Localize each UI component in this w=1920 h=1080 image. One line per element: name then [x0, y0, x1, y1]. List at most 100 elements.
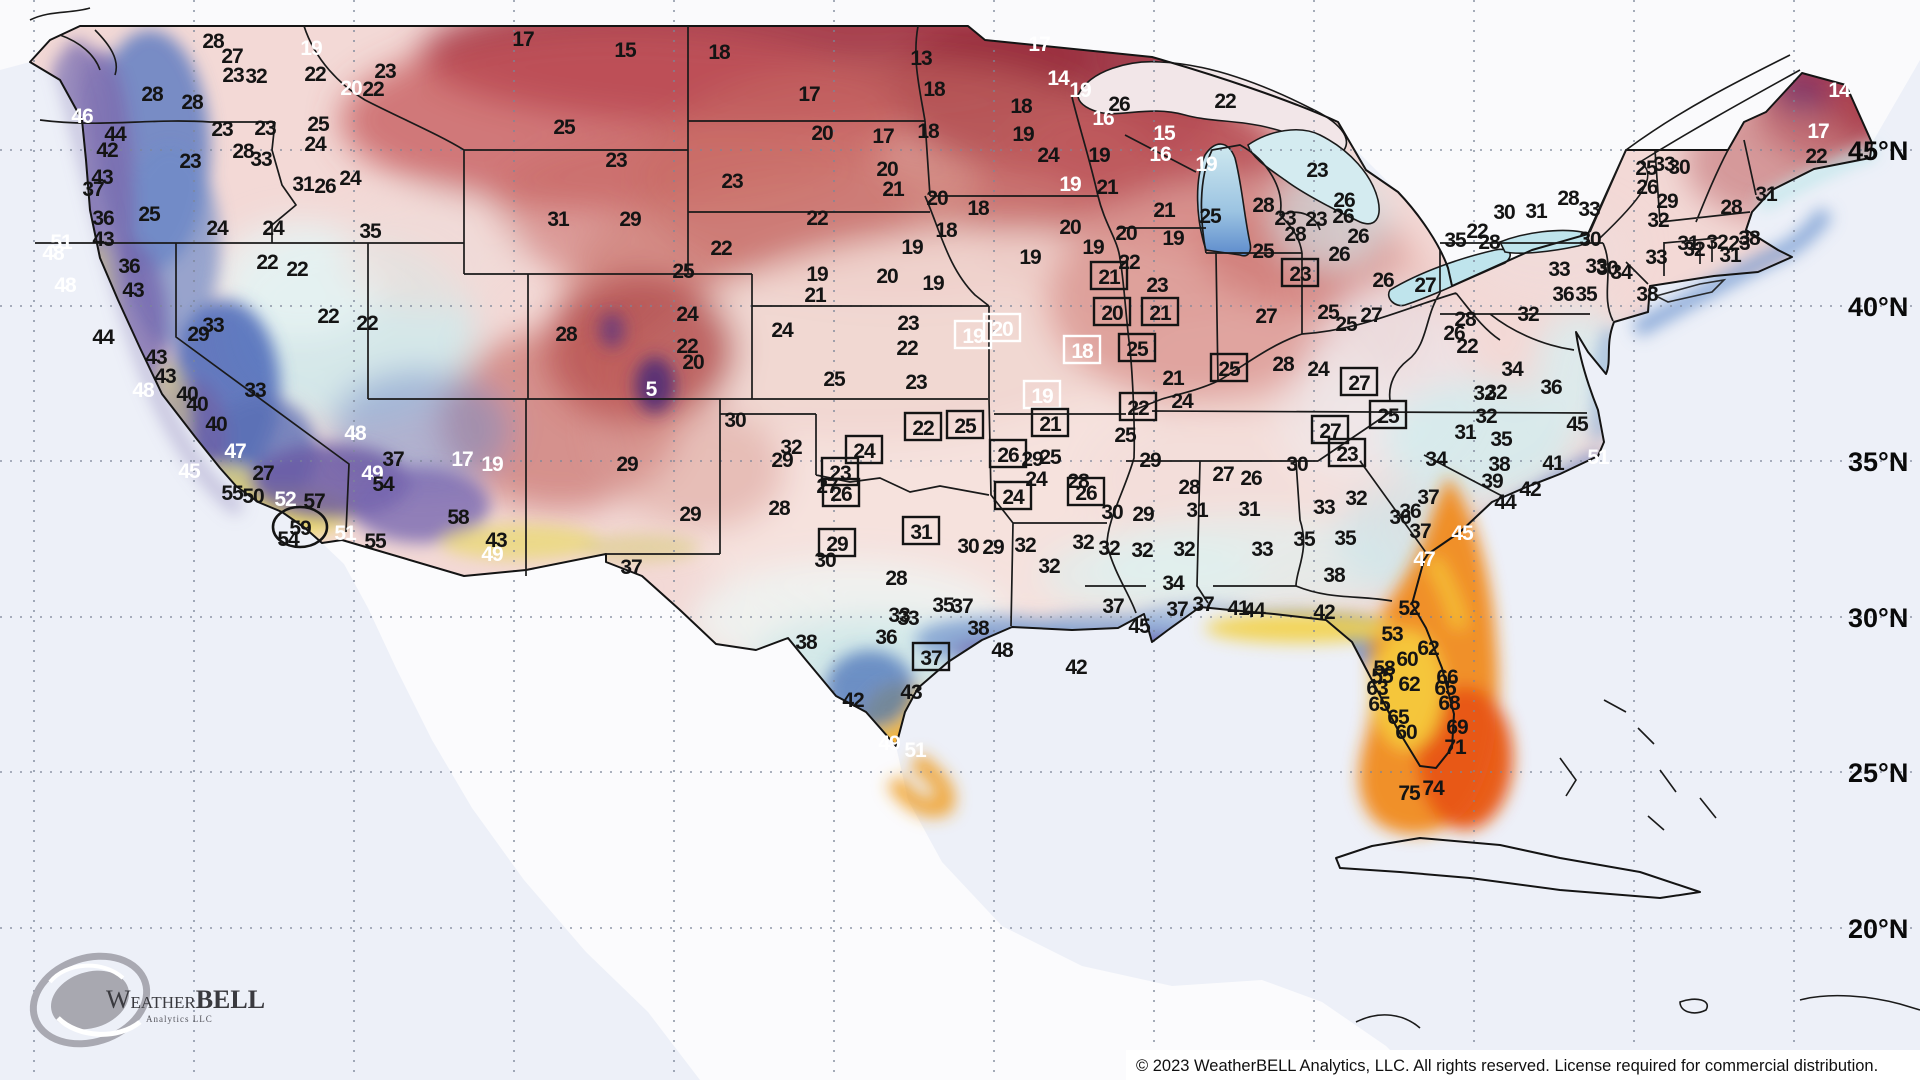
station-value: 24: [304, 133, 327, 156]
station-value: 26: [314, 175, 336, 198]
station-value: 37: [1166, 598, 1188, 621]
station-value: 26: [1636, 176, 1658, 199]
station-value: 31: [1677, 232, 1700, 255]
station-value: 20: [1101, 302, 1123, 325]
station-value: 37: [82, 178, 104, 201]
station-value: 14: [1047, 67, 1070, 90]
station-value: 31: [1238, 498, 1261, 521]
station-value: 38: [967, 617, 990, 640]
station-value: 31: [1186, 499, 1209, 522]
station-value: 18: [708, 41, 731, 64]
station-value: 33: [1251, 538, 1273, 561]
station-value: 32: [1014, 534, 1036, 557]
station-value: 49: [481, 543, 503, 566]
station-value: 34: [1501, 358, 1524, 381]
station-value: 19: [1088, 144, 1110, 167]
station-value: 48: [42, 242, 65, 265]
station-value: 45: [1566, 413, 1589, 436]
station-value: 28: [181, 91, 204, 114]
lake-huron: [1247, 129, 1380, 225]
station-value: 31: [1755, 183, 1778, 206]
station-value: 17: [872, 125, 894, 148]
station-value: 26: [1332, 205, 1354, 228]
station-value: 22: [1118, 251, 1140, 274]
station-value: 25: [1218, 358, 1241, 381]
station-value: 28: [768, 497, 791, 520]
station-value: 17: [798, 83, 820, 106]
station-value-box: [1339, 366, 1379, 397]
station-value: 19: [481, 453, 503, 476]
station-value: 22: [676, 335, 698, 358]
bahamas-islands: [1559, 699, 1717, 831]
station-value: 44: [104, 123, 127, 146]
station-value: 24: [853, 440, 876, 463]
station-value: 37: [1409, 520, 1431, 543]
station-value: 23: [1274, 207, 1296, 230]
station-value: 43: [145, 346, 167, 369]
station-value: 31: [547, 208, 570, 231]
station-value: 33: [1313, 496, 1335, 519]
station-value: 23: [721, 170, 743, 193]
station-value: 25: [1039, 446, 1062, 469]
station-value: 29: [1139, 449, 1161, 472]
station-value: 65: [1434, 677, 1457, 700]
station-value: 44: [1243, 599, 1266, 622]
station-value: 32: [780, 436, 802, 459]
station-value: 22: [710, 237, 732, 260]
station-value-box: [901, 515, 941, 546]
station-value: 28: [202, 30, 225, 53]
station-value: 30: [957, 535, 979, 558]
station-value: 18: [923, 78, 946, 101]
station-value: 38: [1738, 227, 1761, 250]
station-value: 69: [1446, 716, 1468, 739]
station-value: 51: [1587, 446, 1610, 469]
station-value: 36: [1399, 500, 1421, 523]
station-value: 20: [811, 122, 833, 145]
station-value: 30: [1101, 501, 1123, 524]
latitude-label: 20°N: [1848, 914, 1908, 944]
station-value: 31: [1719, 244, 1742, 267]
station-value: 24: [1037, 144, 1060, 167]
station-value-box: [1030, 407, 1070, 438]
station-value: 22: [256, 251, 278, 274]
copyright-text: © 2023 WeatherBELL Analytics, LLC. All r…: [1136, 1057, 1878, 1075]
station-value: 30: [724, 409, 746, 432]
station-value: 43: [485, 529, 507, 552]
station-value: 20: [876, 158, 898, 181]
station-value: 49: [878, 732, 900, 755]
station-value: 48: [991, 639, 1014, 662]
station-value: 20: [991, 318, 1013, 341]
station-value: 28: [1252, 194, 1275, 217]
station-value: 18: [1010, 95, 1033, 118]
station-value: 19: [962, 325, 984, 348]
station-value-box: [820, 456, 860, 487]
cuba-outline: [1335, 837, 1701, 899]
station-value: 27: [1360, 304, 1382, 327]
station-value: 62: [1417, 637, 1439, 660]
station-value-box: [821, 477, 861, 508]
station-value: 48: [344, 422, 367, 445]
station-value: 25: [1317, 301, 1340, 324]
station-value: 23: [254, 117, 276, 140]
station-value: 48: [54, 274, 77, 297]
station-value: 24: [339, 167, 362, 190]
station-value: 40: [176, 383, 198, 406]
station-value: 37: [620, 556, 642, 579]
station-value: 42: [1519, 478, 1541, 501]
station-value: 22: [912, 417, 934, 440]
station-value: 21: [804, 284, 827, 307]
station-value: 33: [1585, 255, 1607, 278]
station-value: 19: [1162, 227, 1184, 250]
station-value: 47: [224, 440, 246, 463]
station-value: 22: [362, 78, 384, 101]
station-value-box: [1310, 414, 1350, 445]
station-value: 33: [1578, 198, 1600, 221]
latitude-labels: 45°N 40°N 35°N 30°N 25°N 20°N: [1848, 136, 1908, 944]
station-value: 14: [1828, 79, 1851, 102]
station-value: 29: [982, 536, 1004, 559]
station-value: 32: [1072, 531, 1094, 554]
station-value-box: [1092, 296, 1132, 327]
station-value: 32: [245, 65, 267, 88]
station-value: 26: [830, 483, 852, 506]
